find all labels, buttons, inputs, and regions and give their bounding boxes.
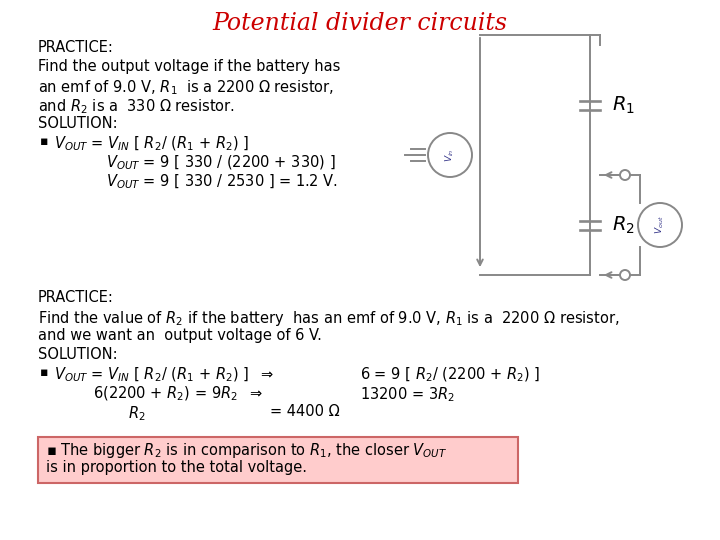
Text: ▪: ▪ xyxy=(40,366,48,379)
Text: $V_{OUT}$ = 9 [ 330 / (2200 + 330) ]: $V_{OUT}$ = 9 [ 330 / (2200 + 330) ] xyxy=(106,154,336,172)
Text: $V_{OUT}$ = $V_{IN}$ [ $R_2$/ ($R_1$ + $R_2$) ]: $V_{OUT}$ = $V_{IN}$ [ $R_2$/ ($R_1$ + $… xyxy=(54,135,249,153)
Text: ▪: ▪ xyxy=(40,135,48,148)
Text: Find the output voltage if the battery has: Find the output voltage if the battery h… xyxy=(38,59,341,74)
Text: and we want an  output voltage of 6 V.: and we want an output voltage of 6 V. xyxy=(38,328,322,343)
Text: $R_2$: $R_2$ xyxy=(612,214,635,235)
Text: $V_{out}$: $V_{out}$ xyxy=(654,215,666,234)
Text: $V_{OUT}$ = $V_{IN}$ [ $R_2$/ ($R_1$ + $R_2$) ]  $\Rightarrow$: $V_{OUT}$ = $V_{IN}$ [ $R_2$/ ($R_1$ + $… xyxy=(54,366,274,384)
Text: an emf of 9.0 V, $R_1$  is a 2200 Ω resistor,: an emf of 9.0 V, $R_1$ is a 2200 Ω resis… xyxy=(38,78,334,97)
Text: $V_{in}$: $V_{in}$ xyxy=(444,148,456,162)
Text: $R_1$: $R_1$ xyxy=(612,94,635,116)
Text: 13200 = 3$R_2$: 13200 = 3$R_2$ xyxy=(360,385,455,404)
Text: 6(2200 + $R_2$) = 9$R_2$  $\Rightarrow$: 6(2200 + $R_2$) = 9$R_2$ $\Rightarrow$ xyxy=(93,385,264,403)
Circle shape xyxy=(620,170,630,180)
Text: SOLUTION:: SOLUTION: xyxy=(38,347,117,362)
Text: = 4400 Ω: = 4400 Ω xyxy=(270,404,340,419)
Text: is in proportion to the total voltage.: is in proportion to the total voltage. xyxy=(46,460,307,475)
Text: and $R_2$ is a  330 Ω resistor.: and $R_2$ is a 330 Ω resistor. xyxy=(38,97,235,116)
Text: ▪ The bigger $R_2$ is in comparison to $R_1$, the closer $V_{OUT}$: ▪ The bigger $R_2$ is in comparison to $… xyxy=(46,441,447,460)
Text: Find the value of $R_2$ if the battery  has an emf of 9.0 V, $R_1$ is a  2200 Ω : Find the value of $R_2$ if the battery h… xyxy=(38,309,619,328)
Text: 6 = 9 [ $R_2$/ (2200 + $R_2$) ]: 6 = 9 [ $R_2$/ (2200 + $R_2$) ] xyxy=(360,366,540,384)
Text: PRACTICE:: PRACTICE: xyxy=(38,290,114,305)
Circle shape xyxy=(638,203,682,247)
FancyBboxPatch shape xyxy=(38,437,518,483)
Text: SOLUTION:: SOLUTION: xyxy=(38,116,117,131)
Circle shape xyxy=(428,133,472,177)
Circle shape xyxy=(620,270,630,280)
Text: Potential divider circuits: Potential divider circuits xyxy=(212,12,508,35)
Text: PRACTICE:: PRACTICE: xyxy=(38,40,114,55)
Text: $R_2$: $R_2$ xyxy=(128,404,145,423)
Text: $V_{OUT}$ = 9 [ 330 / 2530 ] = 1.2 V.: $V_{OUT}$ = 9 [ 330 / 2530 ] = 1.2 V. xyxy=(106,173,338,191)
